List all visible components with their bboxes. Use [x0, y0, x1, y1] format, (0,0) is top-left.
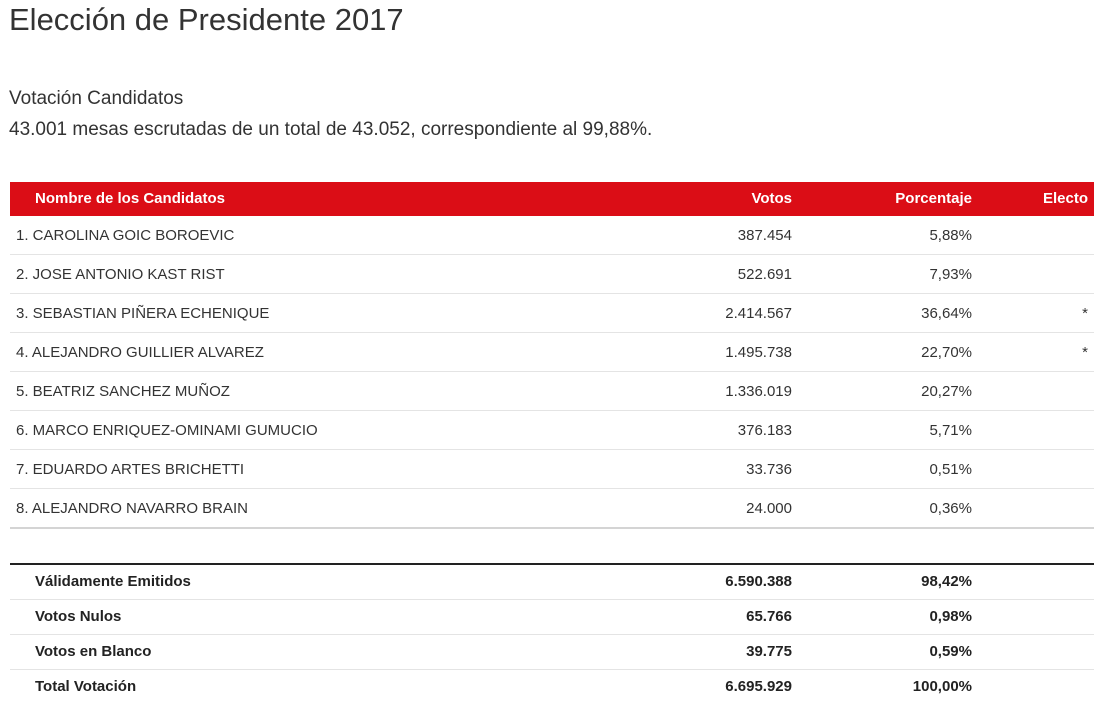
totals-percentage: 98,42% [921, 573, 972, 590]
candidate-percentage: 5,88% [929, 227, 972, 244]
candidate-percentage: 0,51% [929, 461, 972, 478]
totals-label: Total Votación [35, 678, 137, 695]
table-row: 2. JOSE ANTONIO KAST RIST 522.691 7,93% [10, 255, 1094, 294]
totals-row: Votos Nulos 65.766 0,98% [10, 600, 1094, 635]
candidate-name: 4. ALEJANDRO GUILLIER ALVAREZ [16, 344, 264, 361]
candidate-percentage: 5,71% [929, 422, 972, 439]
candidate-elected-mark: * [1082, 344, 1088, 361]
candidate-name: 2. JOSE ANTONIO KAST RIST [16, 266, 225, 283]
totals-percentage: 0,98% [929, 608, 972, 625]
totals-row: Votos en Blanco 39.775 0,59% [10, 635, 1094, 670]
table-row: 4. ALEJANDRO GUILLIER ALVAREZ 1.495.738 … [10, 333, 1094, 372]
totals-percentage: 100,00% [912, 678, 972, 695]
totals-label: Votos en Blanco [35, 643, 152, 660]
candidate-votes: 2.414.567 [725, 305, 792, 322]
table-header-row: Nombre de los Candidatos Votos Porcentaj… [10, 182, 1094, 216]
candidate-votes: 1.495.738 [725, 344, 792, 361]
candidate-votes: 522.691 [737, 266, 792, 283]
scrutiny-summary: 43.001 mesas escrutadas de un total de 4… [9, 119, 653, 140]
candidate-name: 7. EDUARDO ARTES BRICHETTI [16, 461, 245, 478]
totals-table: Válidamente Emitidos 6.590.388 98,42% Vo… [10, 563, 1094, 704]
candidate-name: 3. SEBASTIAN PIÑERA ECHENIQUE [16, 305, 270, 322]
totals-votes: 6.695.929 [725, 678, 792, 695]
totals-votes: 65.766 [746, 608, 792, 625]
table-row: 7. EDUARDO ARTES BRICHETTI 33.736 0,51% [10, 450, 1094, 489]
totals-votes: 6.590.388 [725, 573, 792, 590]
section-subtitle: Votación Candidatos [9, 88, 184, 109]
totals-votes: 39.775 [746, 643, 792, 660]
totals-percentage: 0,59% [929, 643, 972, 660]
totals-row: Total Votación 6.695.929 100,00% [10, 670, 1094, 704]
header-candidate-name: Nombre de los Candidatos [35, 190, 226, 207]
header-elected: Electo [1042, 190, 1088, 207]
totals-label: Válidamente Emitidos [35, 573, 191, 590]
header-percentage: Porcentaje [895, 190, 972, 207]
candidate-votes: 1.336.019 [725, 383, 792, 400]
candidates-table: Nombre de los Candidatos Votos Porcentaj… [10, 182, 1094, 529]
candidate-percentage: 36,64% [921, 305, 972, 322]
candidate-elected-mark: * [1082, 305, 1088, 322]
table-row: 8. ALEJANDRO NAVARRO BRAIN 24.000 0,36% [10, 489, 1094, 529]
candidate-votes: 24.000 [746, 500, 792, 517]
candidate-name: 6. MARCO ENRIQUEZ-OMINAMI GUMUCIO [16, 422, 318, 439]
totals-label: Votos Nulos [35, 608, 122, 625]
candidate-percentage: 20,27% [921, 383, 972, 400]
candidate-name: 5. BEATRIZ SANCHEZ MUÑOZ [16, 383, 230, 400]
table-row: 6. MARCO ENRIQUEZ-OMINAMI GUMUCIO 376.18… [10, 411, 1094, 450]
candidate-votes: 33.736 [746, 461, 792, 478]
table-row: 3. SEBASTIAN PIÑERA ECHENIQUE 2.414.567 … [10, 294, 1094, 333]
header-votes: Votos [751, 190, 792, 207]
page-title: Elección de Presidente 2017 [9, 2, 404, 37]
candidate-percentage: 7,93% [929, 266, 972, 283]
candidate-votes: 376.183 [737, 422, 792, 439]
table-row: 1. CAROLINA GOIC BOROEVIC 387.454 5,88% [10, 216, 1094, 255]
candidate-percentage: 0,36% [929, 500, 972, 517]
candidate-name: 8. ALEJANDRO NAVARRO BRAIN [16, 500, 249, 517]
table-row: 5. BEATRIZ SANCHEZ MUÑOZ 1.336.019 20,27… [10, 372, 1094, 411]
totals-row: Válidamente Emitidos 6.590.388 98,42% [10, 565, 1094, 600]
candidate-votes: 387.454 [737, 227, 792, 244]
candidate-percentage: 22,70% [921, 344, 972, 361]
candidate-name: 1. CAROLINA GOIC BOROEVIC [16, 227, 235, 244]
